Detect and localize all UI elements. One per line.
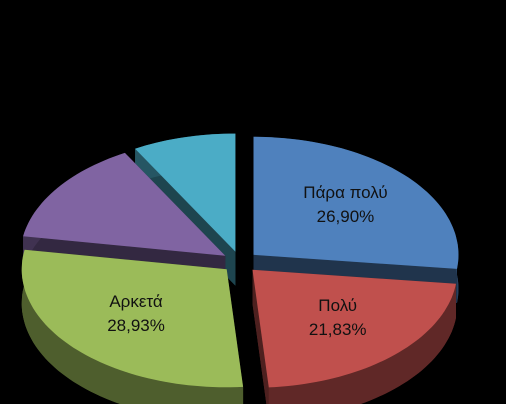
slice-label: Αρκετά: [109, 292, 163, 311]
slice-side: [268, 283, 456, 404]
slice-top: [253, 136, 459, 269]
slice-side: [21, 249, 244, 404]
slice: [253, 136, 459, 303]
value-label: 26,90%: [317, 207, 375, 226]
value-label: 21,83%: [309, 320, 367, 339]
slice-label: Πάρα πολύ: [303, 183, 387, 202]
slice-wall: [252, 269, 269, 404]
slice-top: [23, 152, 226, 256]
slice-top: [21, 249, 244, 388]
slice: [21, 249, 244, 404]
slice-label: Πολύ: [318, 296, 357, 315]
slice-top: [252, 269, 456, 388]
slice-top: [135, 133, 236, 252]
value-label: 28,93%: [107, 316, 165, 335]
slice: [252, 269, 456, 404]
